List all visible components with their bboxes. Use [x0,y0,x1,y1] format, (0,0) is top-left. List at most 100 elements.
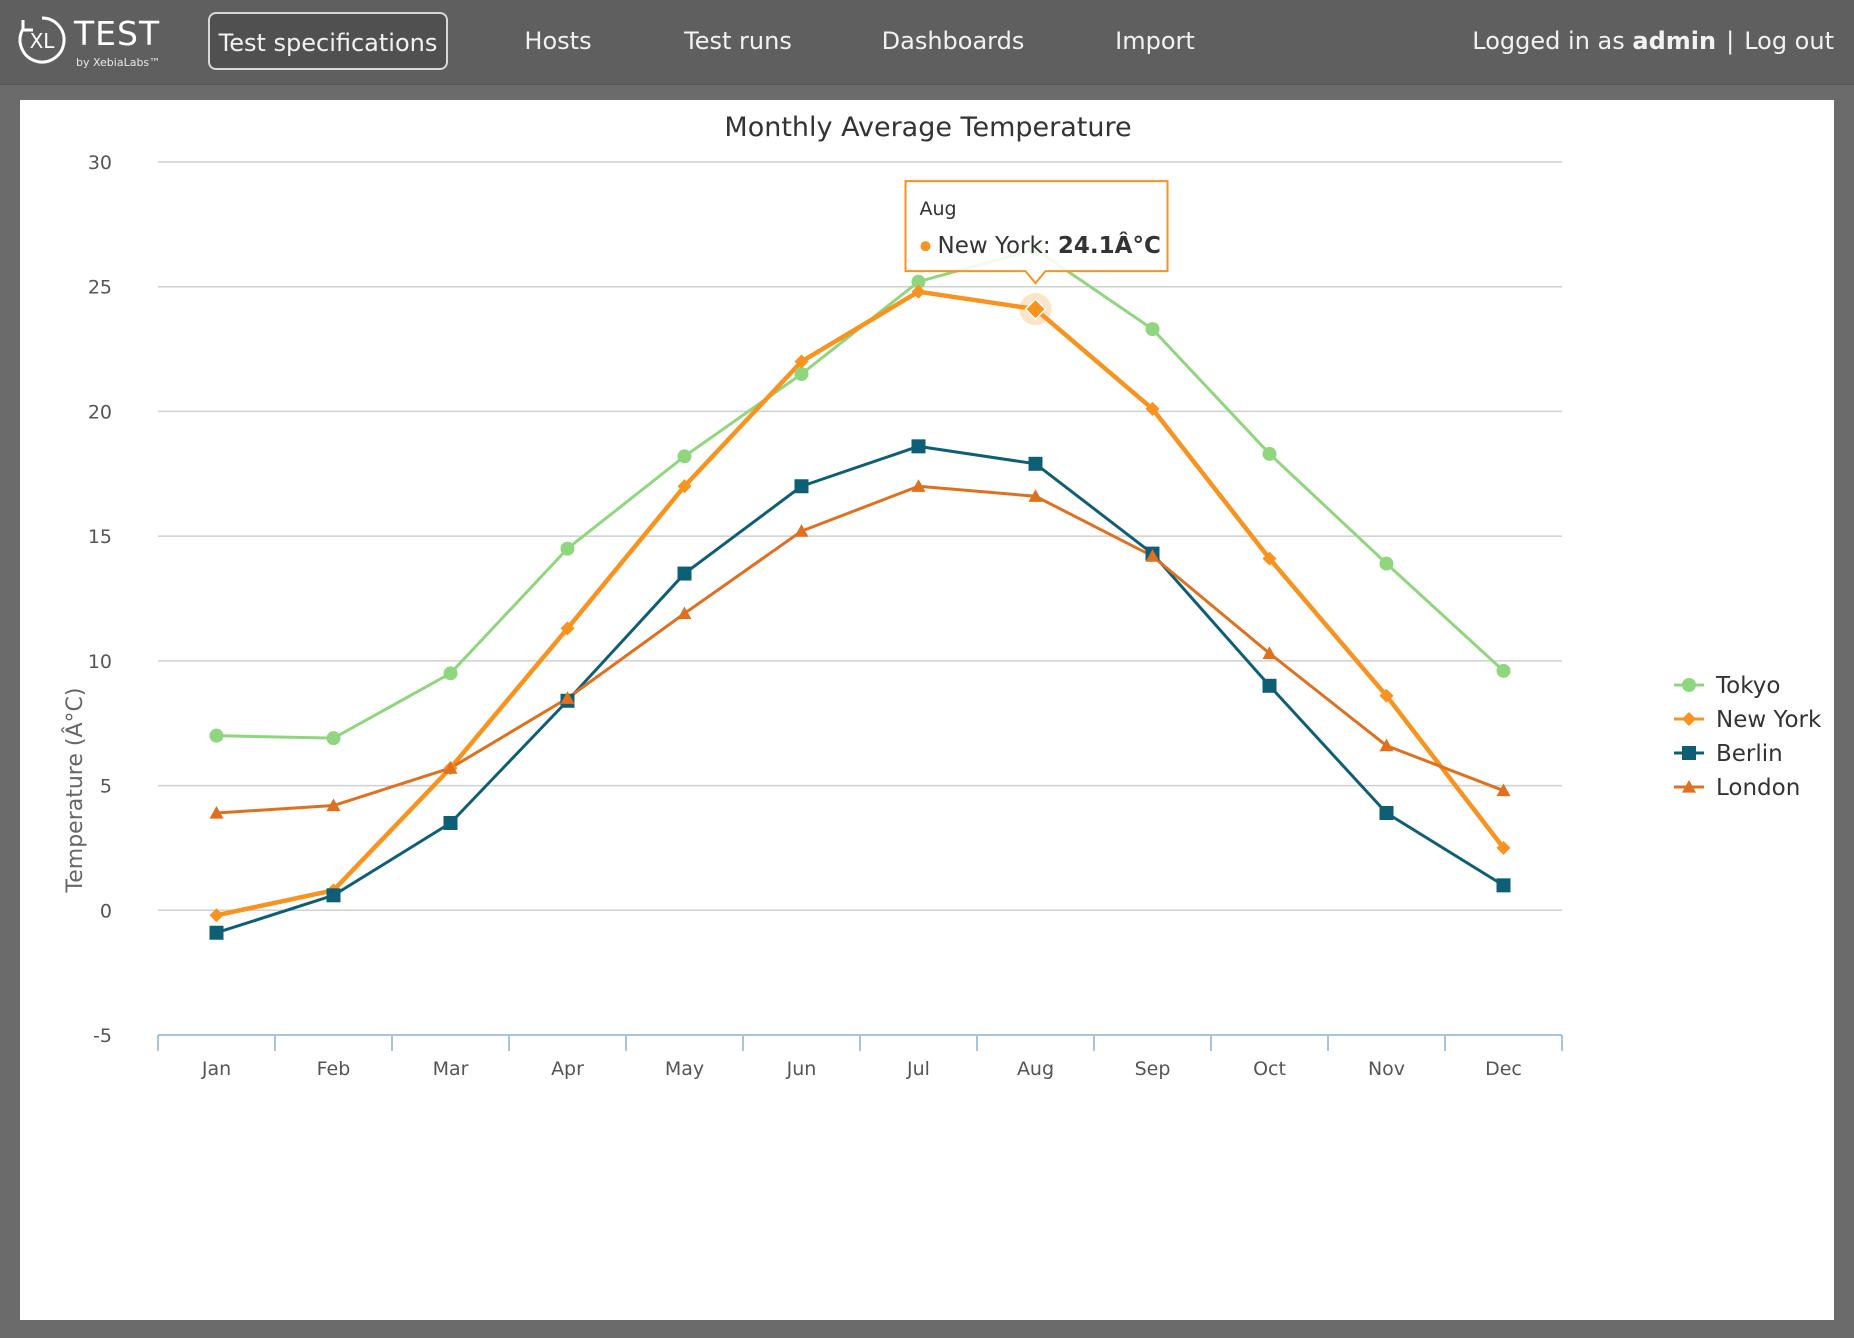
y-tick-label: 5 [100,776,112,798]
user-area: Logged in as admin | Log out [1472,12,1834,70]
x-tick-label: Jul [906,1058,930,1080]
x-tick-label: Sep [1135,1058,1171,1080]
data-point-london[interactable] [1496,783,1511,797]
y-tick-label: 25 [88,277,112,299]
data-point-london[interactable] [560,691,575,704]
logo-mark: XL [30,29,56,53]
x-tick-label: Jan [201,1058,231,1080]
data-point-new-york[interactable] [1379,688,1394,703]
y-axis-label: Temperature (Â°C) [62,688,88,894]
tooltip: Aug New York: 24.1Â°C [904,180,1169,285]
legend-item-tokyo[interactable]: Tokyo [1674,673,1780,699]
legend-label: Berlin [1716,741,1783,767]
data-point-london[interactable] [794,524,809,537]
tooltip-series-text: New York: 24.1Â°C [938,231,1161,259]
data-point-berlin[interactable] [326,888,341,903]
data-point-berlin[interactable] [1496,878,1511,893]
data-point-london[interactable] [1262,646,1277,659]
legend-marker-icon [1682,712,1696,726]
x-tick-label: Aug [1017,1058,1054,1080]
legend-label: Tokyo [1715,673,1780,699]
data-point-berlin[interactable] [443,815,458,830]
top-navigation-bar: XL TEST by XebiaLabs™ Test specification… [0,0,1854,85]
x-tick-label: Nov [1368,1058,1405,1080]
data-point-london[interactable] [677,606,692,620]
data-point-tokyo[interactable] [677,449,692,464]
data-point-tokyo[interactable] [1496,663,1511,678]
data-point-new-york[interactable] [1496,840,1511,855]
data-point-tokyo[interactable] [209,728,224,743]
chart-panel: Monthly Average Temperature Temperature … [20,100,1834,1320]
tooltip-series-dot [920,241,931,252]
series-line-berlin [216,444,1505,935]
logo-text: TEST [74,14,161,53]
data-point-new-york[interactable] [911,284,926,299]
y-tick-label: 20 [88,401,112,423]
legend-item-new-york[interactable]: New York [1674,707,1822,733]
data-point-new-york[interactable] [677,479,692,494]
legend-item-berlin[interactable]: Berlin [1674,741,1783,767]
data-point-london[interactable] [326,798,341,812]
data-point-london[interactable] [209,806,224,819]
legend-marker-icon [1682,746,1696,760]
data-point-new-york[interactable] [794,354,809,369]
y-tick-label: -5 [93,1025,112,1047]
data-point-tokyo[interactable] [794,367,809,382]
data-point-tokyo[interactable] [443,666,458,681]
legend-label: London [1716,775,1800,801]
legend-marker-icon [1682,780,1696,793]
data-point-berlin[interactable] [911,439,926,454]
y-tick-label: 30 [88,152,112,174]
data-point-tokyo[interactable] [326,731,341,746]
logged-in-label: Logged in as [1472,27,1625,55]
logo-subtitle: by XebiaLabs™ [76,56,161,69]
data-point-tokyo[interactable] [911,274,926,289]
data-point-berlin[interactable] [1379,806,1394,821]
logo-refresh-icon: XL [18,16,66,64]
series-line-new-york [216,289,1506,918]
data-point-berlin[interactable] [794,479,809,494]
x-tick-label: May [665,1058,704,1080]
data-point-new-york[interactable] [1262,551,1277,566]
data-point-tokyo[interactable] [560,541,575,556]
x-tick-label: Dec [1485,1058,1522,1080]
legend-marker-icon [1682,678,1696,692]
data-point-tokyo[interactable] [1262,446,1277,461]
data-point-berlin[interactable] [1028,456,1043,471]
data-point-london[interactable] [911,479,926,492]
xl-test-logo[interactable]: XL TEST by XebiaLabs™ [14,10,164,74]
data-point-london[interactable] [1145,549,1160,562]
legend-label: New York [1716,707,1822,733]
y-tick-label: 0 [100,900,112,922]
data-point-berlin[interactable] [209,925,224,940]
data-point-london[interactable] [443,761,458,774]
chart-title: Monthly Average Temperature [724,112,1131,143]
data-point-berlin[interactable] [677,566,692,581]
x-tick-label: Feb [317,1058,351,1080]
data-point-new-york[interactable] [1145,401,1160,416]
tooltip-box [904,180,1169,285]
data-point-berlin[interactable] [1262,678,1277,693]
data-point-tokyo[interactable] [1379,556,1394,571]
legend-item-london[interactable]: London [1674,775,1800,801]
data-point-new-york[interactable] [1024,298,1047,321]
nav-dashboards[interactable]: Dashboards [881,27,1025,55]
data-point-new-york[interactable] [209,908,224,923]
x-tick-label: Apr [551,1058,584,1080]
data-point-london[interactable] [1028,489,1043,502]
y-tick-label: 10 [88,651,112,673]
temperature-line-chart: Monthly Average Temperature Temperature … [62,112,1822,1080]
x-tick-label: Oct [1253,1058,1286,1080]
logout-link[interactable]: Log out [1744,27,1834,55]
data-point-new-york[interactable] [560,621,575,636]
data-point-tokyo[interactable] [1145,322,1160,337]
user-separator: | [1726,27,1735,55]
nav-import[interactable]: Import [1115,27,1195,55]
nav-hosts[interactable]: Hosts [524,27,592,55]
nav-test-specifications[interactable]: Test specifications [208,12,448,70]
nav-test-runs[interactable]: Test runs [684,27,792,55]
x-tick-label: Mar [433,1058,469,1080]
tooltip-category: Aug [920,198,957,220]
data-point-london[interactable] [1379,738,1394,752]
series-line-london [216,484,1505,815]
